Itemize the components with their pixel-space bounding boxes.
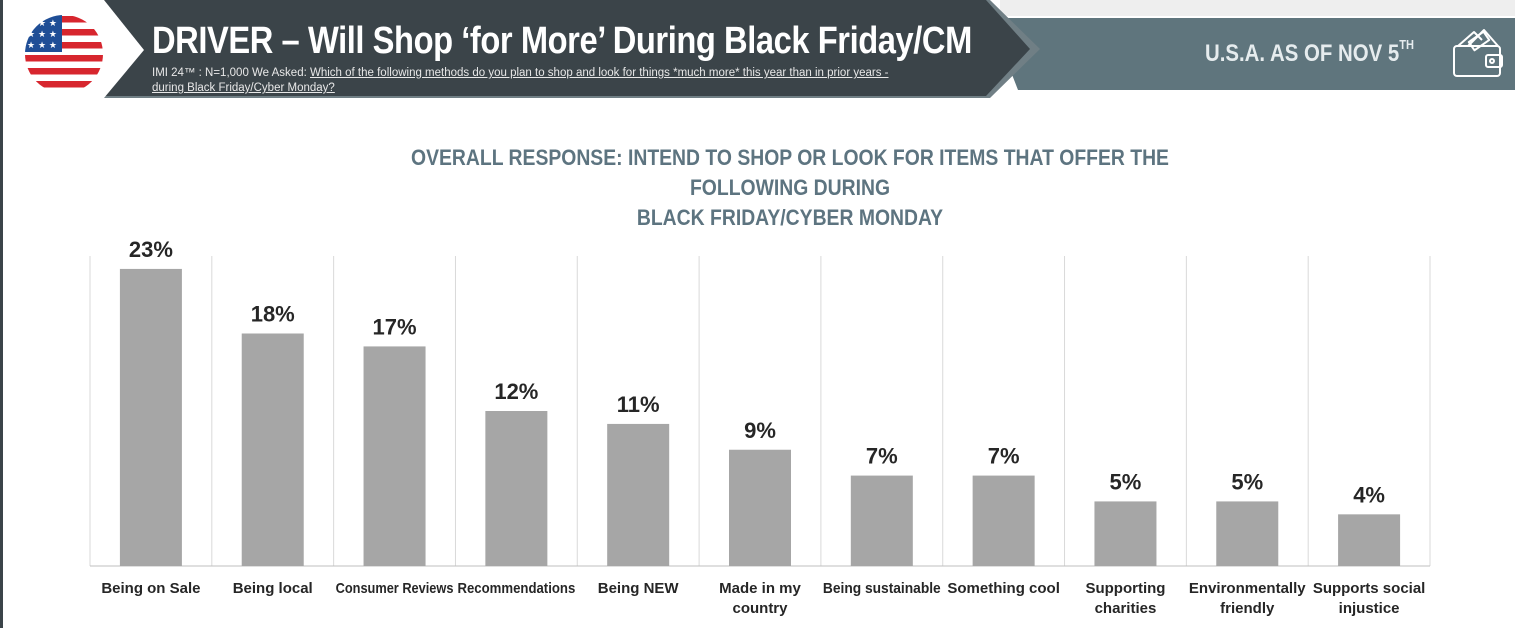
data-label: 12%: [494, 379, 538, 404]
x-tick-label: Consumer Reviews: [336, 580, 454, 597]
data-label: 5%: [1231, 469, 1263, 494]
x-tick-label: Being on Sale: [101, 580, 200, 597]
header-background-strip: [1000, 0, 1515, 16]
data-label: 5%: [1110, 469, 1142, 494]
survey-sample-label: IMI 24™ : N=1,000 We Asked:: [152, 67, 310, 79]
x-tick-label: friendly: [1220, 600, 1275, 617]
bar: [241, 333, 304, 566]
bar: [850, 475, 913, 566]
bar: [972, 475, 1035, 566]
wallet-icon: [1453, 29, 1503, 77]
bar: [1216, 501, 1279, 566]
bar: [1094, 501, 1157, 566]
chart-title-line-2: BLACK FRIDAY/CYBER MONDAY: [636, 205, 944, 230]
header-banner-shapes: [0, 0, 1515, 98]
left-edge-rule: [0, 0, 3, 628]
data-label: 23%: [129, 237, 173, 262]
us-flag-icon: ★ ★ ★ ★ ★ ★ ★ ★ ★: [23, 13, 105, 95]
region-date-label: U.S.A. AS OF NOV 5TH: [1205, 37, 1414, 68]
bar: [485, 411, 548, 566]
svg-text:★ ★ ★: ★ ★ ★: [27, 19, 57, 29]
data-label: 7%: [866, 444, 898, 469]
x-tick-label: Being local: [233, 580, 313, 597]
data-label: 9%: [744, 418, 776, 443]
x-tick-label: Supporting: [1085, 580, 1165, 597]
chart-title: OVERALL RESPONSE: INTEND TO SHOP OR LOOK…: [290, 143, 1290, 233]
region-date-text: U.S.A. AS OF NOV 5: [1205, 40, 1400, 67]
x-tick-label: Environmentally: [1189, 580, 1306, 597]
x-tick-label: Supports social: [1313, 580, 1426, 597]
region-date-suffix: TH: [1399, 37, 1414, 52]
bar: [119, 268, 182, 566]
x-tick-label: country: [732, 600, 788, 617]
title-banner: [0, 0, 1030, 96]
data-label: 18%: [251, 302, 295, 327]
page-title: DRIVER – Will Shop ‘for More’ During Bla…: [152, 20, 972, 62]
chart-title-line-1: OVERALL RESPONSE: INTEND TO SHOP OR LOOK…: [411, 145, 1169, 200]
bar: [1338, 514, 1401, 566]
survey-question: IMI 24™ : N=1,000 We Asked: Which of the…: [152, 66, 912, 96]
svg-text:★ ★ ★: ★ ★ ★: [27, 30, 57, 40]
x-tick-label: Something cool: [947, 580, 1060, 597]
region-banner: [990, 18, 1515, 90]
data-label: 11%: [617, 392, 660, 417]
data-label: 4%: [1353, 482, 1385, 507]
x-tick-label: Being sustainable: [823, 580, 941, 597]
survey-question-text: Which of the following methods do you pl…: [152, 67, 889, 94]
x-tick-label: charities: [1095, 600, 1157, 617]
x-tick-label: injustice: [1339, 600, 1400, 617]
bar: [607, 423, 670, 566]
bar: [363, 346, 426, 566]
data-label: 17%: [373, 314, 417, 339]
bar: [729, 449, 791, 566]
x-tick-label: Recommendations: [457, 580, 575, 597]
x-tick-label: Being NEW: [598, 580, 680, 597]
data-label: 7%: [988, 444, 1020, 469]
svg-text:★ ★ ★: ★ ★ ★: [27, 41, 57, 51]
x-tick-label: Made in my: [719, 580, 801, 597]
